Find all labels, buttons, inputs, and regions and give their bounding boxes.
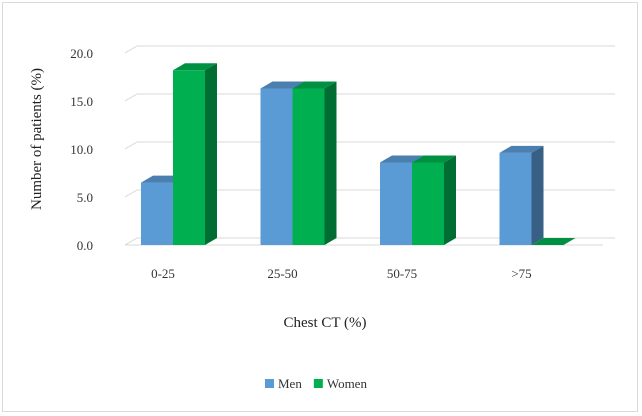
- gridline-diagonal: [124, 237, 138, 246]
- bar-front: [292, 88, 325, 246]
- y-tick-labels: 0.0 5.0 10.0 15.0 20.0: [70, 46, 93, 253]
- legend-swatch: [265, 379, 274, 388]
- bar-side: [444, 155, 456, 245]
- bar-top: [380, 155, 424, 163]
- y-axis-title: Number of patients (%): [29, 68, 45, 210]
- legend-label: Men: [278, 376, 302, 391]
- bar-front: [499, 152, 532, 245]
- bar-women-2: [292, 81, 337, 246]
- gridline-diagonal: [124, 45, 138, 54]
- gridline-diagonal: [124, 189, 138, 198]
- y-tick-label: 5.0: [77, 190, 93, 205]
- x-tick-label: 25-50: [267, 266, 297, 281]
- legend: Men Women: [265, 376, 367, 391]
- bar-top: [531, 238, 576, 245]
- bar-front: [380, 162, 412, 245]
- bar-side: [324, 81, 337, 246]
- bar-women-3: [412, 155, 456, 245]
- bar-side: [531, 145, 544, 245]
- bar-top: [173, 63, 217, 71]
- chart-frame: 0.0 5.0 10.0 15.0 20.0 0-25 25-50 50-75 >75 Num…: [2, 2, 638, 412]
- legend-swatch: [313, 379, 323, 388]
- bar-top: [412, 155, 456, 163]
- bar-side: [205, 63, 217, 245]
- bar-front: [173, 70, 205, 245]
- bars: [141, 63, 576, 246]
- bar-top: [499, 145, 544, 153]
- gridline-diagonal: [124, 93, 138, 102]
- bar-men-4: [499, 145, 544, 245]
- x-tick-label: >75: [511, 266, 531, 281]
- bar-women-1: [173, 63, 217, 245]
- x-tick-label: 0-25: [151, 266, 175, 281]
- bar-front: [141, 182, 173, 245]
- y-tick-label: 0.0: [77, 238, 93, 253]
- bar-chart: 0.0 5.0 10.0 15.0 20.0 0-25 25-50 50-75 >75 Num…: [29, 45, 615, 391]
- legend-label: Women: [327, 376, 368, 391]
- gridline-diagonal: [124, 141, 138, 150]
- x-tick-labels: 0-25 25-50 50-75 >75: [151, 266, 532, 281]
- bar-front: [260, 88, 293, 246]
- bar-top: [260, 81, 305, 89]
- bar-women-4: [531, 238, 576, 245]
- y-tick-label: 15.0: [70, 94, 93, 109]
- x-tick-label: 50-75: [387, 266, 417, 281]
- x-axis-title: Chest CT (%): [283, 315, 366, 331]
- y-tick-label: 10.0: [70, 142, 93, 157]
- bar-top: [292, 81, 337, 89]
- bar-front: [412, 162, 444, 245]
- y-tick-label: 20.0: [70, 46, 93, 61]
